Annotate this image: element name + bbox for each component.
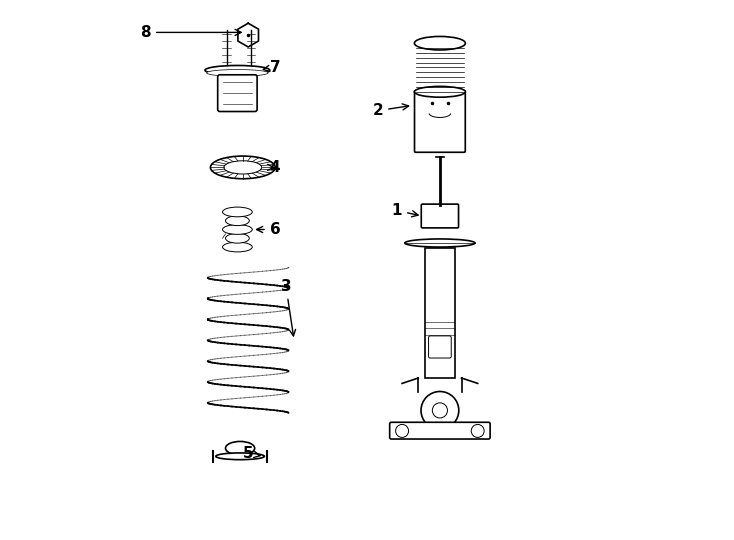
Ellipse shape [222, 242, 252, 252]
FancyBboxPatch shape [425, 248, 455, 378]
Circle shape [432, 403, 448, 418]
FancyBboxPatch shape [390, 422, 490, 439]
Circle shape [421, 392, 459, 429]
Text: 3: 3 [280, 279, 296, 336]
Circle shape [396, 424, 409, 437]
Text: 2: 2 [372, 103, 409, 118]
FancyBboxPatch shape [421, 204, 459, 228]
Ellipse shape [404, 239, 475, 247]
Text: 5: 5 [243, 446, 260, 461]
Ellipse shape [206, 70, 268, 76]
Ellipse shape [224, 161, 262, 174]
Ellipse shape [415, 86, 465, 97]
Ellipse shape [222, 225, 252, 234]
Ellipse shape [225, 216, 250, 226]
Ellipse shape [205, 65, 270, 75]
FancyBboxPatch shape [218, 75, 257, 111]
Text: 4: 4 [267, 160, 280, 175]
Text: 1: 1 [392, 203, 418, 218]
Ellipse shape [415, 36, 465, 50]
Text: 6: 6 [257, 222, 280, 237]
Ellipse shape [216, 453, 264, 460]
Ellipse shape [225, 233, 250, 243]
FancyBboxPatch shape [429, 336, 451, 358]
Text: 7: 7 [264, 60, 280, 75]
Ellipse shape [222, 207, 252, 217]
Text: 8: 8 [140, 25, 241, 40]
Ellipse shape [225, 442, 255, 455]
Circle shape [471, 424, 484, 437]
FancyBboxPatch shape [415, 91, 465, 152]
